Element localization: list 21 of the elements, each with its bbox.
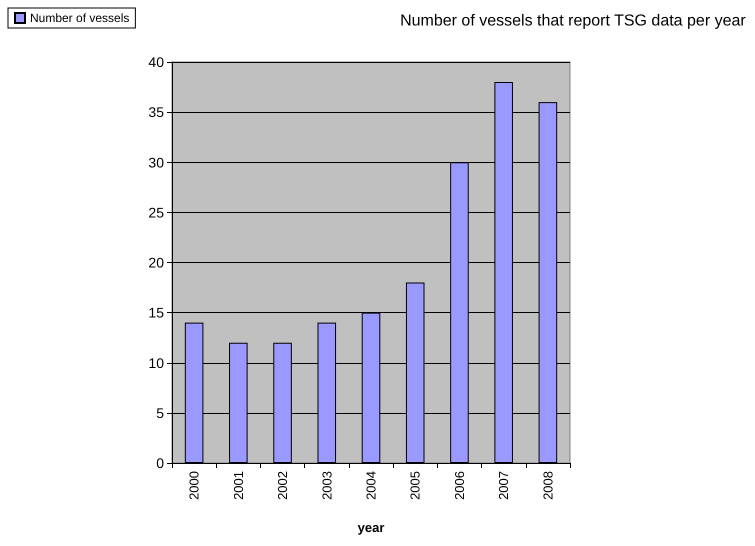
y-tick-label: 25 <box>148 204 164 220</box>
x-tick-label: 2004 <box>364 471 378 500</box>
y-tick-label: 40 <box>148 54 164 70</box>
x-tick-label: 2008 <box>540 471 556 500</box>
y-tick-label: 15 <box>148 304 164 321</box>
y-tick-label: 35 <box>148 104 164 120</box>
x-tick-label: 2006 <box>452 471 467 500</box>
y-tick-label: 5 <box>156 404 164 421</box>
y-tick-label: 10 <box>148 354 164 371</box>
chart-title: Number of vessels that report TSG data per year <box>400 12 746 30</box>
x-tick-label: 2003 <box>319 471 334 500</box>
x-tick-label: 2007 <box>496 471 512 500</box>
y-tick-label: 30 <box>148 154 164 170</box>
x-tick-label: 2005 <box>408 471 423 500</box>
x-axis-title: year <box>358 520 384 535</box>
legend-label: Number of vessels <box>30 11 130 25</box>
y-tick-label: 20 <box>148 254 164 270</box>
y-tick-label: 0 <box>156 455 164 471</box>
x-tick-label: 2002 <box>275 471 290 500</box>
x-tick-label: 2000 <box>186 471 202 500</box>
x-tick-label: 2001 <box>230 471 246 500</box>
